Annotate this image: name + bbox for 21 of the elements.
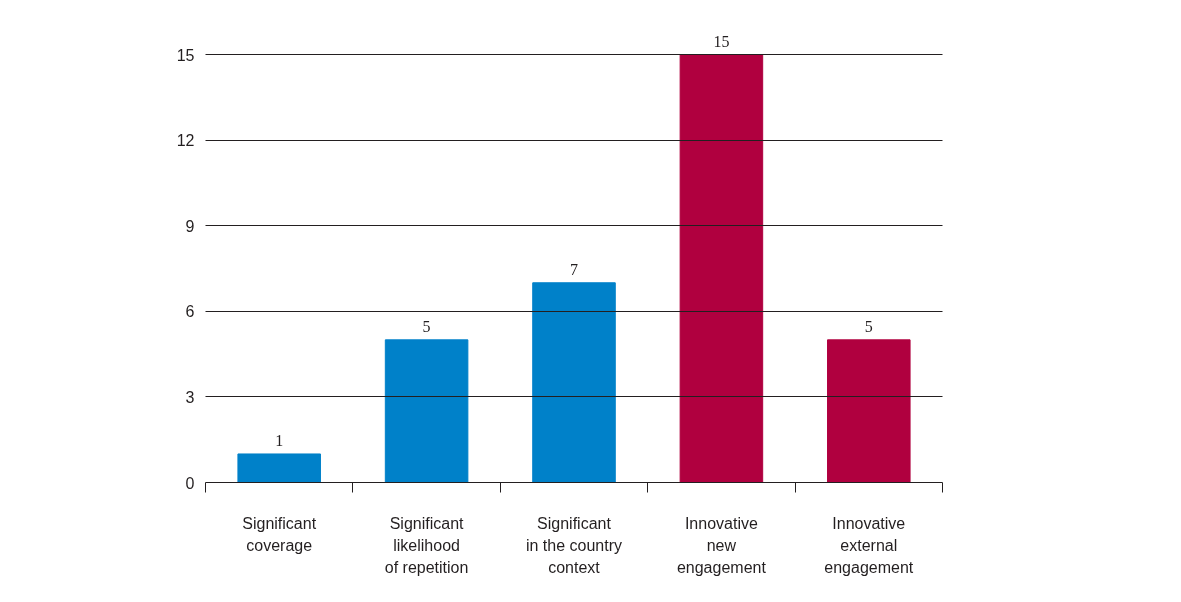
y-tick-label: 0 bbox=[185, 474, 195, 492]
bar bbox=[532, 282, 616, 483]
y-tick-label: 15 bbox=[176, 46, 195, 64]
x-tick-label: Significant in the country context bbox=[525, 514, 623, 576]
x-tick-label: Innovative new engagement bbox=[676, 514, 767, 576]
data-label: 1 bbox=[275, 431, 284, 449]
data-label: 15 bbox=[713, 32, 730, 50]
y-tick-label: 12 bbox=[176, 132, 195, 150]
x-tick-label: Innovative external engagement bbox=[824, 514, 914, 576]
y-tick-label: 6 bbox=[185, 303, 195, 321]
y-tick-label: 3 bbox=[185, 388, 195, 406]
bar bbox=[237, 453, 321, 483]
data-label: 5 bbox=[864, 317, 873, 335]
bar bbox=[679, 54, 764, 483]
data-label: 7 bbox=[570, 260, 578, 278]
y-tick-label: 9 bbox=[185, 217, 195, 235]
x-tick-label: Significant likelihood of repetition bbox=[384, 514, 469, 576]
bar bbox=[827, 339, 911, 483]
bar bbox=[384, 339, 469, 483]
data-label: 5 bbox=[422, 317, 431, 335]
x-tick-label: Significant coverage bbox=[242, 514, 317, 554]
